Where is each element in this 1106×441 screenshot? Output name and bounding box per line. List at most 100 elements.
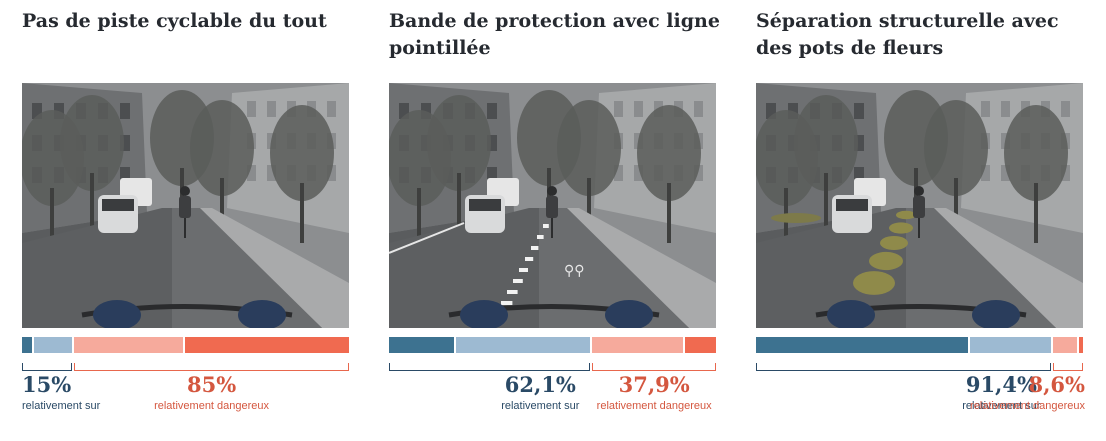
car-window [469,199,501,211]
tree-trunk [300,183,304,243]
tree-trunk [954,178,958,238]
left-glove [460,300,508,328]
bike-marking-icon: ⚲⚲ [564,263,585,279]
segment-very-safe [756,337,969,353]
street-scene-illustration [22,83,349,328]
rating-bar [756,337,1083,353]
window [399,103,409,119]
tree-canopy [637,105,701,201]
tree-canopy [557,100,621,196]
window [120,135,130,151]
window [247,101,256,117]
lane-surface [539,208,689,328]
window [694,165,703,181]
safe-bracket [756,363,1052,371]
cyclist-body [546,196,558,218]
street-scene-illustration [756,83,1083,328]
window [327,165,336,181]
danger-bracket [1053,363,1083,371]
panel-2: Bande de protection avec ligne pointillé… [389,0,720,441]
window [421,103,431,119]
tree-canopy [756,110,818,206]
tree-canopy [22,110,84,206]
right-glove [972,300,1020,328]
sidewalk [197,208,349,328]
tree-trunk [1034,183,1038,243]
cyclist-head [547,186,557,196]
danger-label: relativement dangereux [596,400,712,412]
tree-trunk [417,188,421,248]
segment-very-dangerous [1078,337,1083,353]
window [854,103,864,119]
window [120,103,130,119]
cyclist-body [179,196,191,218]
window [120,167,130,183]
window [634,101,643,117]
panel-title: Séparation structurelle avec des pots de… [756,10,1059,59]
car-window [836,199,868,211]
tree-trunk [587,178,591,238]
road-line [389,222,465,254]
lane-dash [531,246,539,250]
street-photo: ⚲⚲ [389,83,716,328]
flower-planter [853,271,895,295]
cyclist-head [180,186,190,196]
safe-percentage: 91,4% [965,372,1037,397]
window [32,103,42,119]
window [1061,101,1070,117]
danger-label: relativement dangereux [154,400,270,412]
sidewalk [931,208,1083,328]
safe-percentage: 62,1% [504,372,576,397]
segment-dangerous [592,337,684,353]
lane-dash [525,257,534,261]
car-window [102,199,134,211]
safe-label: relativement sur [22,400,101,412]
window [247,165,256,181]
street-photo [756,83,1083,328]
danger-percentage: 37,9% [618,372,690,397]
lane-dash [543,224,549,228]
lane-dash [513,279,523,283]
window [766,103,776,119]
window [981,165,990,181]
safe-bracket [389,363,591,371]
window [487,135,497,151]
flower-planter [896,210,916,220]
segment-dangerous [74,337,184,353]
tree-trunk [457,173,461,233]
lane-dash [519,268,528,272]
panel-title: Bande de protection avec ligne pointillé… [389,10,720,59]
left-glove [93,300,141,328]
window [1001,101,1010,117]
window [54,103,64,119]
right-glove [238,300,286,328]
window [854,167,864,183]
danger-label: relativement dangereux [970,400,1085,412]
danger-bracket [74,363,349,371]
rating-bar [22,337,349,353]
panel-1: Pas de piste cyclable du tout 15% relative… [22,0,349,441]
sidewalk [564,208,716,328]
segment-safe [33,337,73,353]
street-photo [22,83,349,328]
cyclist-head [914,186,924,196]
window [614,101,623,117]
tree-trunk [824,173,828,233]
flower-planter [869,251,903,271]
tree-canopy [1004,105,1068,201]
window [614,165,623,181]
rating-bar [389,337,716,353]
window [487,167,497,183]
window [267,101,276,117]
window [487,103,497,119]
window [1061,165,1070,181]
tree-trunk [220,178,224,238]
lane-dash [537,235,544,239]
segment-safe [970,337,1052,353]
segment-very-safe [389,337,455,353]
window [267,165,276,181]
safe-bracket [22,363,73,371]
street-scene-illustration: ⚲⚲ [389,83,716,328]
lane-surface [172,208,322,328]
safe-label: relativement sur [501,400,580,412]
